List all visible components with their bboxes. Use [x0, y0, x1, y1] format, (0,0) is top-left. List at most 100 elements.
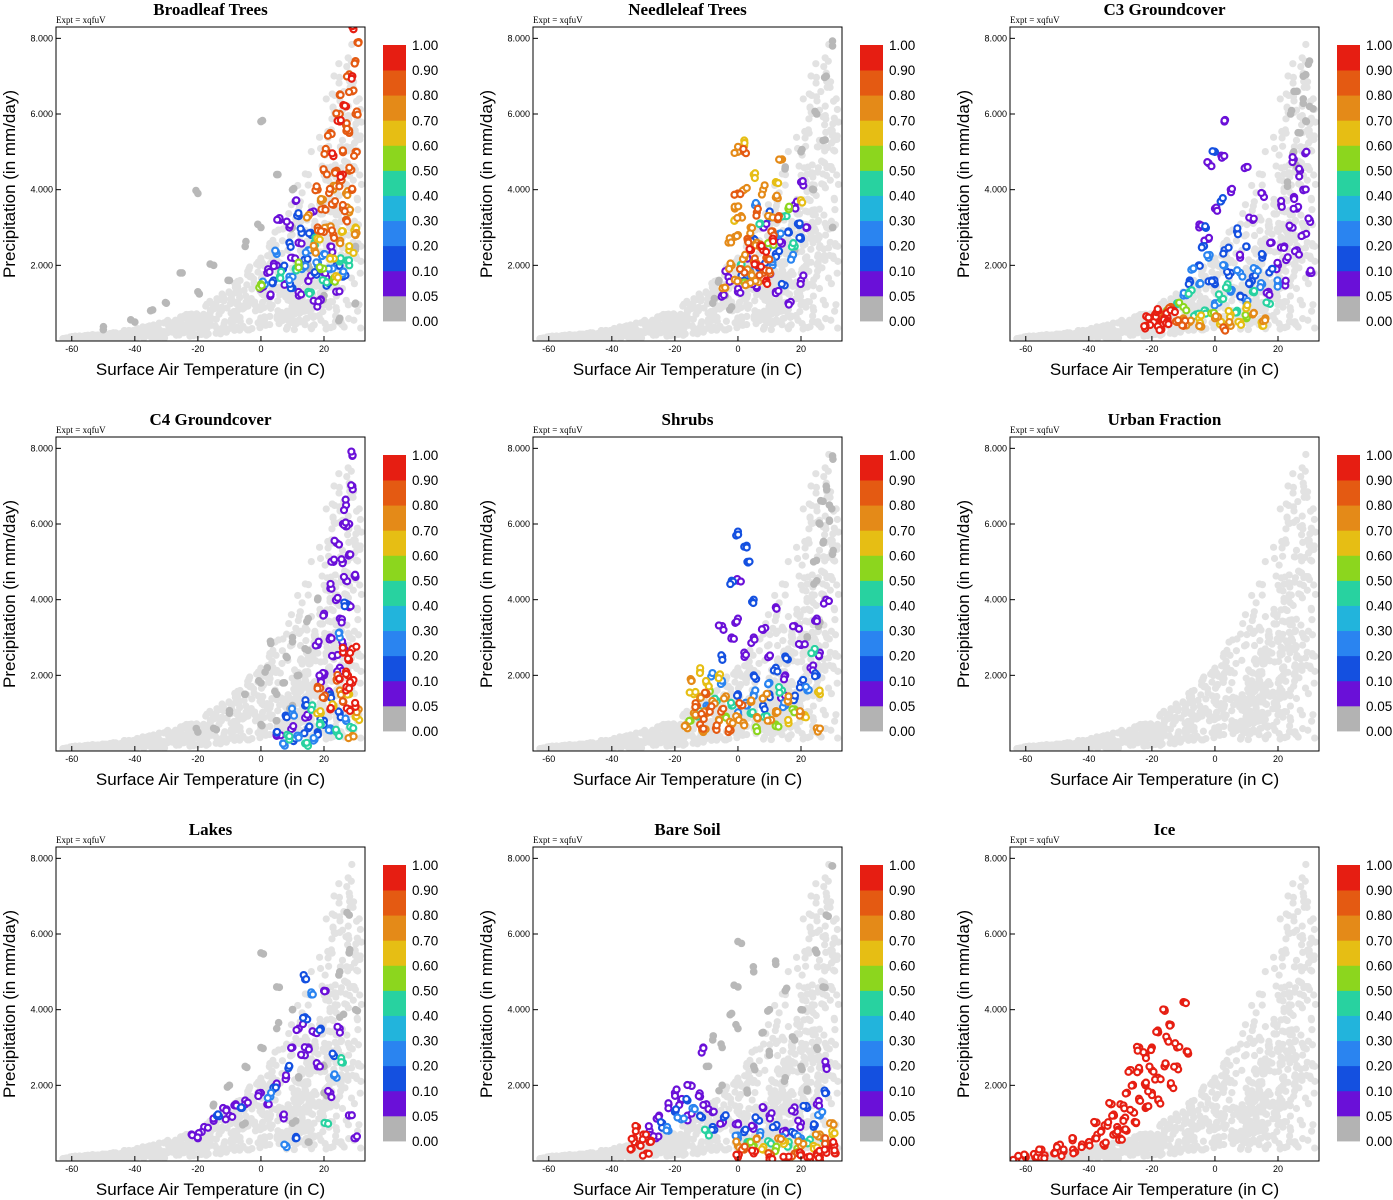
data-point — [1203, 251, 1212, 260]
data-point — [309, 241, 318, 250]
background-point — [1223, 236, 1231, 245]
background-point — [679, 331, 687, 339]
background-point — [710, 287, 718, 296]
background-point — [347, 274, 356, 282]
background-point — [1208, 268, 1216, 276]
background-point — [357, 590, 365, 599]
background-point — [354, 206, 362, 214]
background-point — [831, 206, 839, 214]
data-point — [828, 37, 837, 45]
colorbar-label: 1.00 — [889, 38, 915, 53]
data-point — [750, 173, 759, 183]
data-point — [329, 233, 339, 243]
colorbar-label: 0.20 — [889, 239, 915, 254]
background-point — [792, 133, 801, 141]
background-point — [120, 327, 128, 335]
background-point — [1023, 334, 1031, 341]
background-point — [357, 324, 365, 332]
background-point — [345, 315, 353, 323]
data-point — [777, 279, 786, 289]
background-point — [347, 467, 355, 475]
data-point — [1207, 277, 1217, 286]
chart-title: Broadleaf Trees — [153, 0, 268, 19]
background-point — [202, 741, 210, 749]
x-tick-label: 0 — [1212, 344, 1217, 354]
x-tick-label: 20 — [796, 344, 806, 354]
background-point — [1310, 135, 1318, 144]
background-point — [357, 734, 365, 742]
background-point — [787, 321, 795, 329]
colorbar-swatch — [383, 245, 406, 272]
data-point — [1281, 276, 1290, 285]
background-point — [624, 332, 632, 340]
background-point — [290, 319, 298, 327]
background-point — [826, 238, 834, 246]
data-point — [755, 271, 764, 280]
background-point — [106, 332, 114, 340]
colorbar-swatch — [1337, 70, 1360, 96]
background-point — [832, 301, 840, 309]
background-point — [827, 139, 836, 147]
background-point — [322, 95, 330, 103]
background-point — [1060, 332, 1068, 340]
background-point — [279, 225, 287, 233]
background-point — [335, 483, 344, 492]
background-point — [765, 289, 773, 297]
data-point — [242, 237, 250, 246]
background-point — [1241, 201, 1250, 209]
background-point — [276, 291, 284, 299]
background-point — [834, 180, 842, 189]
background-point — [819, 296, 827, 304]
data-point — [314, 594, 322, 603]
background-point — [354, 616, 362, 624]
data-point — [829, 223, 837, 232]
data-point — [224, 276, 232, 285]
data-point — [710, 294, 719, 303]
data-point — [348, 184, 357, 193]
data-point — [741, 281, 750, 290]
colorbar-swatch — [383, 195, 406, 222]
scatter-layer — [536, 37, 842, 341]
background-point — [568, 332, 576, 341]
background-point — [1281, 298, 1289, 306]
background-point — [269, 646, 277, 655]
background-point — [345, 632, 353, 640]
data-point — [739, 144, 748, 154]
colorbar-label: 0.10 — [412, 264, 438, 279]
data-point — [756, 262, 766, 271]
background-point — [210, 715, 218, 723]
data-point — [296, 224, 305, 233]
data-point — [1220, 116, 1229, 125]
data-point — [736, 190, 745, 199]
background-point — [356, 515, 364, 524]
data-point — [286, 242, 295, 251]
data-point — [772, 191, 781, 200]
data-point — [276, 274, 285, 283]
data-point — [1301, 185, 1310, 194]
background-point — [187, 318, 195, 326]
background-point — [1307, 194, 1315, 202]
data-point — [1219, 249, 1228, 258]
scatter-layer — [1013, 40, 1319, 341]
background-point — [820, 121, 829, 129]
data-point — [310, 267, 319, 277]
background-point — [1277, 164, 1285, 172]
background-point — [335, 60, 343, 68]
data-point — [276, 267, 286, 276]
background-point — [1093, 323, 1101, 331]
data-point — [1256, 283, 1265, 292]
x-axis-label: Surface Air Temperature (in C) — [96, 360, 325, 379]
data-point — [328, 149, 337, 158]
data-point — [757, 190, 766, 199]
background-point — [778, 267, 787, 275]
x-axis-label: Surface Air Temperature (in C) — [573, 360, 802, 379]
x-tick-label: 0 — [735, 344, 740, 354]
background-point — [1114, 319, 1122, 327]
background-point — [804, 298, 812, 306]
background-point — [315, 543, 324, 551]
background-point — [356, 581, 364, 589]
background-point — [1269, 133, 1278, 141]
background-point — [1085, 326, 1093, 334]
